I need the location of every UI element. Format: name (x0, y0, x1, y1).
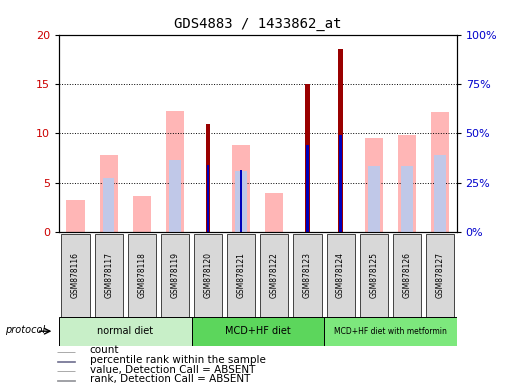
Bar (324, 317, 457, 346)
Bar (368, 166, 380, 232)
FancyBboxPatch shape (94, 234, 123, 317)
Bar (365, 138, 383, 232)
Bar (59, 317, 191, 346)
Text: percentile rank within the sample: percentile rank within the sample (89, 355, 265, 365)
Text: MCD+HF diet: MCD+HF diet (225, 326, 291, 336)
Text: GSM878120: GSM878120 (204, 252, 212, 298)
Bar (207, 165, 209, 232)
Bar (169, 160, 181, 232)
Bar (338, 50, 343, 232)
Bar (206, 124, 210, 232)
FancyBboxPatch shape (260, 234, 288, 317)
FancyBboxPatch shape (194, 234, 222, 317)
Text: GSM878118: GSM878118 (137, 252, 146, 298)
Bar (265, 193, 284, 232)
FancyBboxPatch shape (327, 234, 354, 317)
Title: GDS4883 / 1433862_at: GDS4883 / 1433862_at (174, 17, 342, 31)
Text: GSM878125: GSM878125 (369, 252, 378, 298)
Text: GSM878122: GSM878122 (270, 252, 279, 298)
Bar (306, 145, 309, 232)
Bar (100, 155, 118, 232)
Text: GSM878126: GSM878126 (402, 252, 411, 298)
FancyBboxPatch shape (393, 234, 421, 317)
Bar (67, 200, 85, 232)
FancyBboxPatch shape (426, 234, 454, 317)
Text: GSM878124: GSM878124 (336, 252, 345, 298)
Text: count: count (89, 345, 119, 356)
FancyBboxPatch shape (128, 234, 156, 317)
Bar (232, 145, 250, 232)
Text: GSM878119: GSM878119 (170, 252, 180, 298)
Bar (434, 155, 446, 232)
Bar (240, 170, 242, 232)
Text: MCD+HF diet with metformin: MCD+HF diet with metformin (334, 327, 447, 336)
FancyBboxPatch shape (62, 234, 90, 317)
Bar (398, 136, 416, 232)
Bar (401, 166, 412, 232)
Text: normal diet: normal diet (97, 326, 153, 336)
Bar (340, 136, 342, 232)
Bar (431, 112, 449, 232)
FancyBboxPatch shape (360, 234, 388, 317)
Bar (235, 171, 247, 232)
FancyBboxPatch shape (227, 234, 255, 317)
Text: protocol: protocol (5, 325, 45, 335)
Text: rank, Detection Call = ABSENT: rank, Detection Call = ABSENT (89, 374, 250, 384)
Text: GSM878116: GSM878116 (71, 252, 80, 298)
Text: GSM878121: GSM878121 (236, 252, 246, 298)
Bar (191, 317, 324, 346)
Text: GSM878117: GSM878117 (104, 252, 113, 298)
Text: value, Detection Call = ABSENT: value, Detection Call = ABSENT (89, 364, 255, 375)
Bar (166, 111, 184, 232)
Bar (305, 84, 310, 232)
FancyBboxPatch shape (293, 234, 322, 317)
Bar (103, 178, 114, 232)
Text: GSM878123: GSM878123 (303, 252, 312, 298)
Bar (133, 196, 151, 232)
FancyBboxPatch shape (161, 234, 189, 317)
Text: GSM878127: GSM878127 (436, 252, 444, 298)
